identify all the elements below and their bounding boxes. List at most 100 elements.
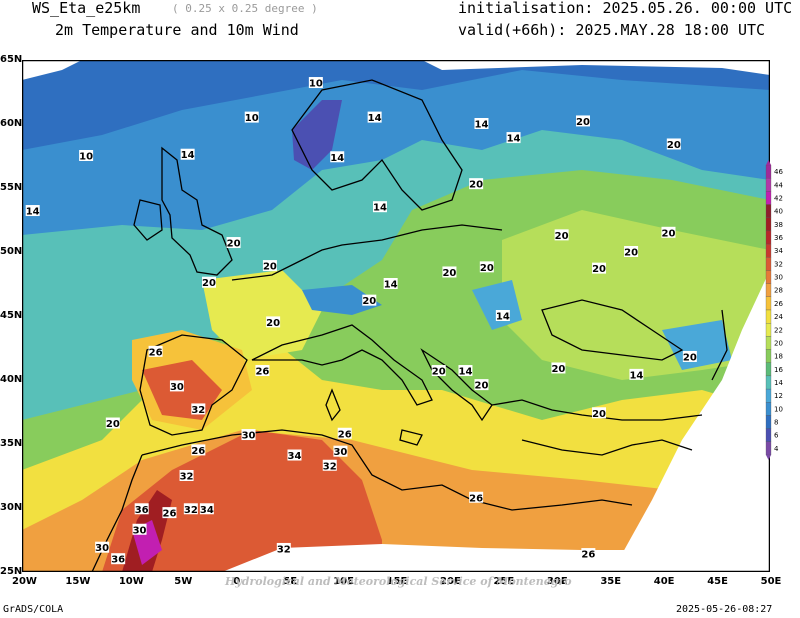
contour-label: 14 — [458, 365, 473, 378]
coast-north-med — [251, 324, 433, 406]
contour-label-bg — [682, 350, 697, 362]
contour-label: 20 — [666, 138, 681, 151]
render-timestamp: 2025-05-26-08:27 — [676, 604, 773, 615]
contour-label-text: 10 — [245, 113, 259, 124]
contour-label-bg — [134, 503, 149, 515]
lat-tick-label: 50N — [0, 246, 23, 257]
contour-label-text: 20 — [662, 228, 676, 239]
colorbar-label: 4 — [774, 445, 779, 453]
contour-label-bg — [666, 138, 681, 150]
contour-label-text: 14 — [373, 203, 387, 214]
colorbar-label: 28 — [774, 287, 783, 295]
colorbar-label: 14 — [774, 379, 783, 387]
contour-label: 20 — [479, 261, 494, 274]
coast-iberia — [139, 334, 248, 436]
contour-label: 20 — [551, 362, 566, 375]
contour-label: 20 — [661, 226, 676, 239]
contour-label-text: 26 — [255, 367, 269, 378]
contour-label-text: 26 — [338, 429, 352, 440]
contour-label-bg — [469, 491, 484, 503]
no-data-east — [612, 270, 770, 572]
colorbar-label: 46 — [774, 168, 783, 176]
contour-label-text: 20 — [576, 117, 590, 128]
contour-label: 34 — [199, 503, 214, 516]
colorbar-label: 42 — [774, 194, 783, 202]
lat-tick-label: 60N — [0, 118, 23, 129]
contour-label: 14 — [474, 118, 489, 131]
contour-label-text: 26 — [469, 493, 483, 504]
contour-label: 10 — [79, 150, 94, 163]
contour-label-bg — [383, 278, 398, 289]
colorbar-swatch — [765, 428, 772, 442]
no-data-northwest — [22, 60, 82, 80]
contour-label-text: 20 — [362, 296, 376, 307]
lon-tick-label: 20E — [440, 576, 461, 587]
contour-label-bg — [308, 77, 323, 89]
colorbar-label: 18 — [774, 353, 783, 361]
contour-label-text: 20 — [202, 278, 216, 289]
lon-tick-label: 20W — [12, 576, 37, 587]
colorbar-label: 8 — [774, 419, 778, 427]
contour-label-bg — [337, 427, 352, 439]
colorbar-swatch — [765, 270, 772, 284]
contour-label-bg — [183, 503, 198, 515]
contour-label: 14 — [180, 148, 195, 161]
contour-label-text: 20 — [555, 231, 569, 242]
contour-label-text: 20 — [624, 248, 638, 259]
contour-label-text: 32 — [191, 405, 205, 416]
contour-label: 36 — [134, 503, 149, 516]
colorbar-top-arrow — [766, 160, 771, 165]
colorbar-swatch — [765, 178, 772, 192]
contour-label: 34 — [287, 449, 302, 462]
contour-label-bg — [262, 260, 277, 272]
contour-label: 20 — [576, 115, 590, 128]
lon-tick-label: 25E — [493, 576, 515, 587]
coast-black-sea — [541, 299, 684, 361]
contour-label-text: 14 — [629, 370, 643, 381]
field-title: 2m Temperature and 10m Wind — [55, 21, 299, 39]
contour-label-bg — [474, 379, 489, 391]
coast-sicily — [399, 429, 423, 446]
contour-label-text: 14 — [475, 120, 489, 131]
contour-label-text: 30 — [133, 525, 147, 536]
coastlines — [91, 79, 728, 572]
contour-label-bg — [105, 417, 120, 429]
contour-label-text: 32 — [277, 544, 291, 555]
contour-label-text: 20 — [667, 140, 681, 151]
contour-label-text: 30 — [242, 431, 256, 442]
contour-label-bg — [624, 246, 639, 257]
lon-tick-label: 0 — [233, 576, 241, 587]
contour-label: 20 — [592, 262, 607, 275]
colorbar-label: 6 — [774, 432, 779, 440]
contour-label-bg — [581, 548, 596, 560]
contour-label-text: 32 — [323, 461, 337, 472]
contour-label: 26 — [255, 365, 270, 378]
contour-label: 20 — [362, 294, 377, 307]
colorbar-label: 32 — [774, 260, 783, 268]
colorbar-label: 34 — [774, 247, 783, 255]
colorbar-swatch — [765, 243, 772, 258]
contour-label-bg — [132, 523, 147, 535]
contour-label-text: 34 — [200, 505, 214, 516]
coast-scandinavia — [291, 79, 463, 211]
coast-turkey-north — [491, 399, 703, 421]
contour-label: 14 — [367, 111, 382, 124]
contour-label-bg — [226, 237, 241, 249]
contour-label-bg — [191, 444, 206, 456]
lon-tick-label: 5W — [174, 576, 193, 587]
contour-label: 10 — [308, 77, 323, 90]
contour-label-bg — [431, 365, 446, 377]
lat-tick-label: 45N — [0, 310, 23, 321]
colorbar-swatch — [765, 375, 772, 390]
contour-label-text: 20 — [683, 352, 697, 363]
contour-label-text: 20 — [480, 263, 494, 274]
lon-tick-label: 15E — [386, 576, 408, 587]
contour-label-bg — [148, 345, 163, 357]
field-north-cold — [22, 60, 770, 150]
contour-label: 32 — [183, 503, 198, 516]
colorbar-label: 26 — [774, 300, 783, 308]
contour-label-text: 30 — [333, 447, 347, 458]
contour-label: 20 — [624, 246, 639, 259]
